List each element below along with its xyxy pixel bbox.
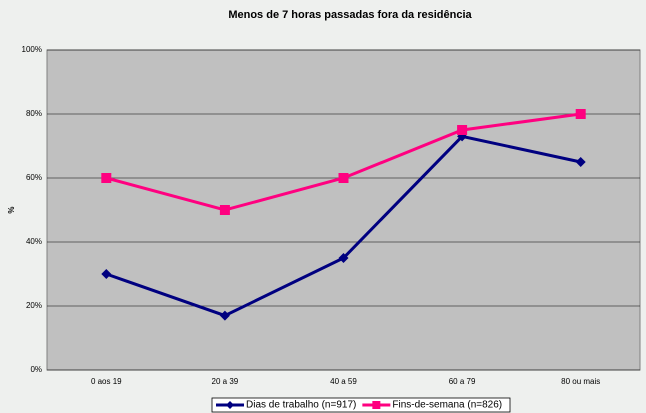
x-tick-label: 60 a 79 [449, 377, 476, 386]
chart-title: Menos de 7 horas passadas fora da residê… [228, 9, 472, 21]
x-tick-label: 40 a 59 [330, 377, 357, 386]
y-axis-label: % [7, 206, 16, 213]
x-tick-label: 80 ou mais [561, 377, 600, 386]
marker [576, 109, 586, 119]
marker [457, 125, 467, 135]
y-tick-label: 40% [26, 237, 42, 246]
chart: Menos de 7 horas passadas fora da residê… [0, 0, 646, 413]
legend-label: Fins-de-semana (n=826) [392, 400, 502, 411]
y-tick-label: 20% [26, 301, 42, 310]
y-tick-label: 80% [26, 109, 42, 118]
y-tick-label: 100% [22, 45, 42, 54]
plot-area [47, 50, 640, 370]
x-tick-label: 0 aos 19 [91, 377, 122, 386]
marker [101, 173, 111, 183]
marker [220, 205, 230, 215]
legend-label: Dias de trabalho (n=917) [246, 400, 356, 411]
y-tick-label: 60% [26, 173, 42, 182]
legend-marker [372, 401, 380, 409]
y-tick-label: 0% [30, 365, 42, 374]
x-tick-label: 20 a 39 [212, 377, 239, 386]
page: {"chart_data": {"type": "line", "title":… [0, 0, 646, 413]
marker [339, 173, 349, 183]
